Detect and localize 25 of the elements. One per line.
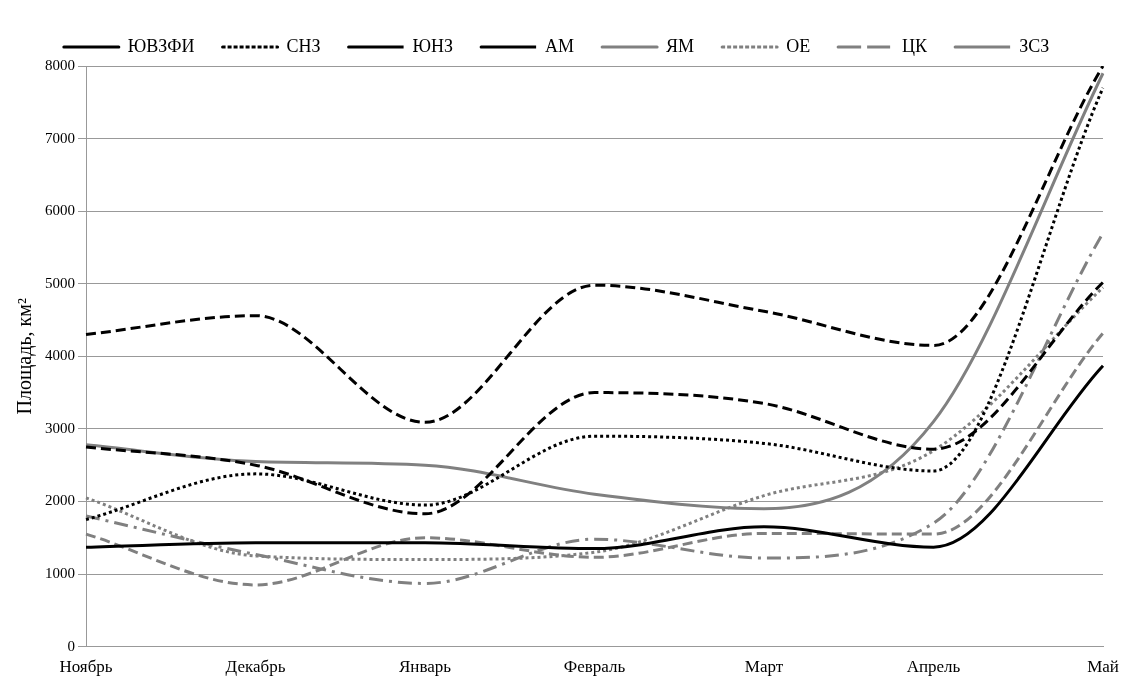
y-tick-label: 2000 bbox=[45, 492, 75, 509]
legend-label: ЯМ bbox=[666, 35, 695, 56]
y-tick-label: 0 bbox=[67, 637, 75, 654]
y-tick-label: 4000 bbox=[45, 347, 75, 364]
y-tick-label: 1000 bbox=[45, 564, 75, 581]
y-tick-label: 3000 bbox=[45, 419, 75, 436]
y-tick-label: 8000 bbox=[45, 56, 75, 73]
legend-label: СНЗ bbox=[286, 35, 321, 56]
x-tick-label: Март bbox=[744, 657, 784, 677]
legend-label: ЮНЗ bbox=[412, 35, 454, 56]
x-tick-label: Ноябрь bbox=[59, 657, 113, 677]
y-tick-label: 6000 bbox=[45, 202, 75, 219]
y-axis-title: Площадь, км² bbox=[13, 298, 37, 415]
x-tick-label: Май bbox=[1087, 657, 1119, 677]
legend-label: ЗСЗ bbox=[1019, 35, 1050, 56]
legend-label: ОЕ bbox=[786, 35, 811, 56]
y-tick-label: 7000 bbox=[45, 129, 75, 146]
legend-label: ЦК bbox=[902, 35, 929, 56]
x-tick-label: Январь bbox=[398, 657, 452, 677]
legend-label: ЮВЗФИ bbox=[127, 35, 195, 56]
y-tick-label: 5000 bbox=[45, 274, 75, 291]
legend-label: АМ bbox=[545, 35, 575, 56]
x-tick-label: Апрель bbox=[906, 657, 961, 677]
x-tick-label: Декабрь bbox=[225, 657, 286, 677]
x-tick-label: Февраль bbox=[563, 657, 626, 677]
